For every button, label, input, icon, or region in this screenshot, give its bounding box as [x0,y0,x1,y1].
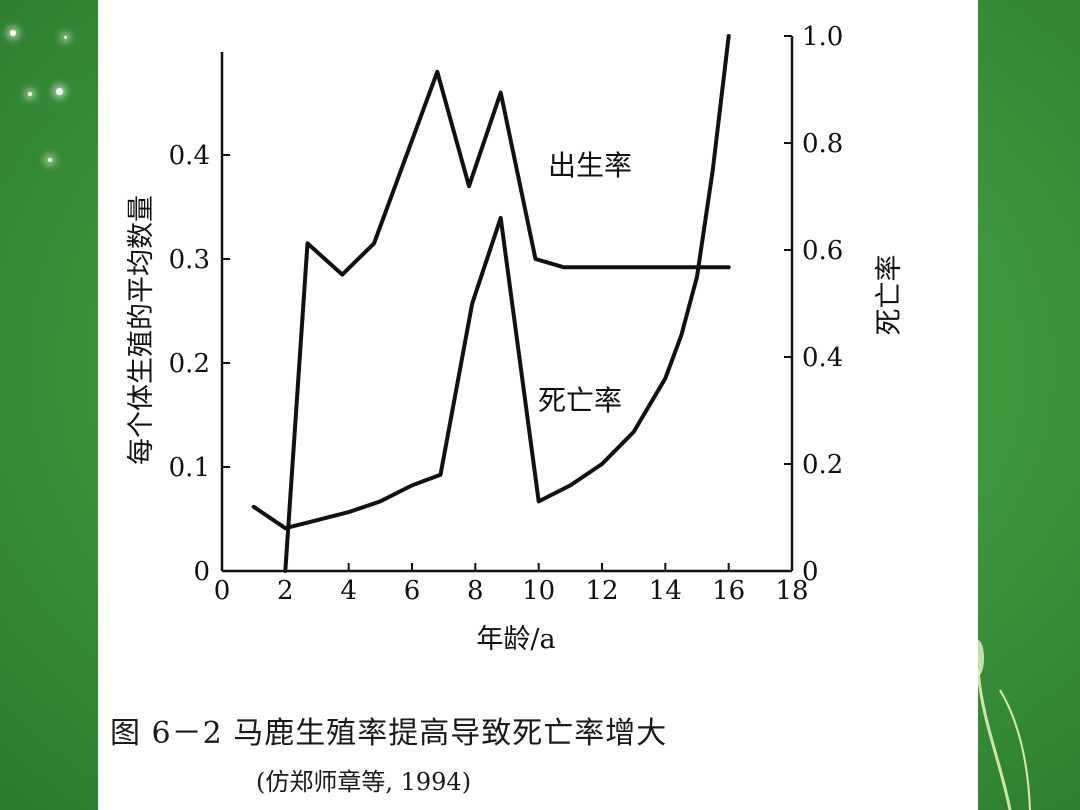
x-tick-label: 10 [522,576,555,606]
left-y-axis-label: 每个体生殖的平均数量 [126,195,157,465]
right-y-tick-label: 0.4 [802,343,843,373]
left-y-tick-label: 0.2 [169,349,210,379]
x-tick-label: 12 [585,576,618,606]
birth-rate-line [283,69,731,573]
left-y-tick-label: 0.1 [169,453,210,483]
sparkle [28,92,32,96]
right-y-axis-label: 死亡率 [874,255,905,336]
death-rate-annotation: 死亡率 [538,384,622,417]
x-tick-label: 2 [277,576,294,606]
right-y-tick-label: 0 [802,557,819,587]
sparkle [64,36,67,39]
right-y-tick-label: 0.2 [802,450,843,480]
x-tick-label: 6 [404,576,421,606]
sparkle [48,158,52,162]
x-tick-label: 8 [467,576,484,606]
death-rate-line [251,34,731,531]
sparkle [10,30,16,36]
right-y-tick-label: 0.8 [802,129,843,159]
x-axis-label: 年龄/a [476,624,555,655]
grass-decoration [972,640,1031,810]
right-y-tick-label: 0.6 [802,236,843,266]
figure-caption: 图 6－2 马鹿生殖率提高导致死亡率增大 [110,716,668,751]
left-y-tick-label: 0.3 [169,245,210,275]
right-y-tick-label: 1.0 [802,22,843,52]
x-tick-label: 4 [340,576,357,606]
figure-card: 0 2 4 6 8 10 12 14 16 18 0 0.1 0.2 0.3 0.4 0 0.2 0.4 0.6 0.… [98,0,978,810]
x-tick-label: 0 [214,576,231,606]
left-y-tick-label: 0.4 [169,141,210,171]
birth-rate-annotation: 出生率 [548,149,632,182]
figure-source: (仿郑师章等, 1994) [256,768,472,796]
x-tick-label: 14 [649,576,682,606]
dual-axis-line-chart: 0 2 4 6 8 10 12 14 16 1800.10.20.30.400.20.40.60.… [126,22,905,655]
sparkle [56,88,63,95]
x-tick-label: 16 [712,576,745,606]
x-tick-label: 18 [775,576,808,606]
left-y-tick-label: 0 [193,557,210,587]
